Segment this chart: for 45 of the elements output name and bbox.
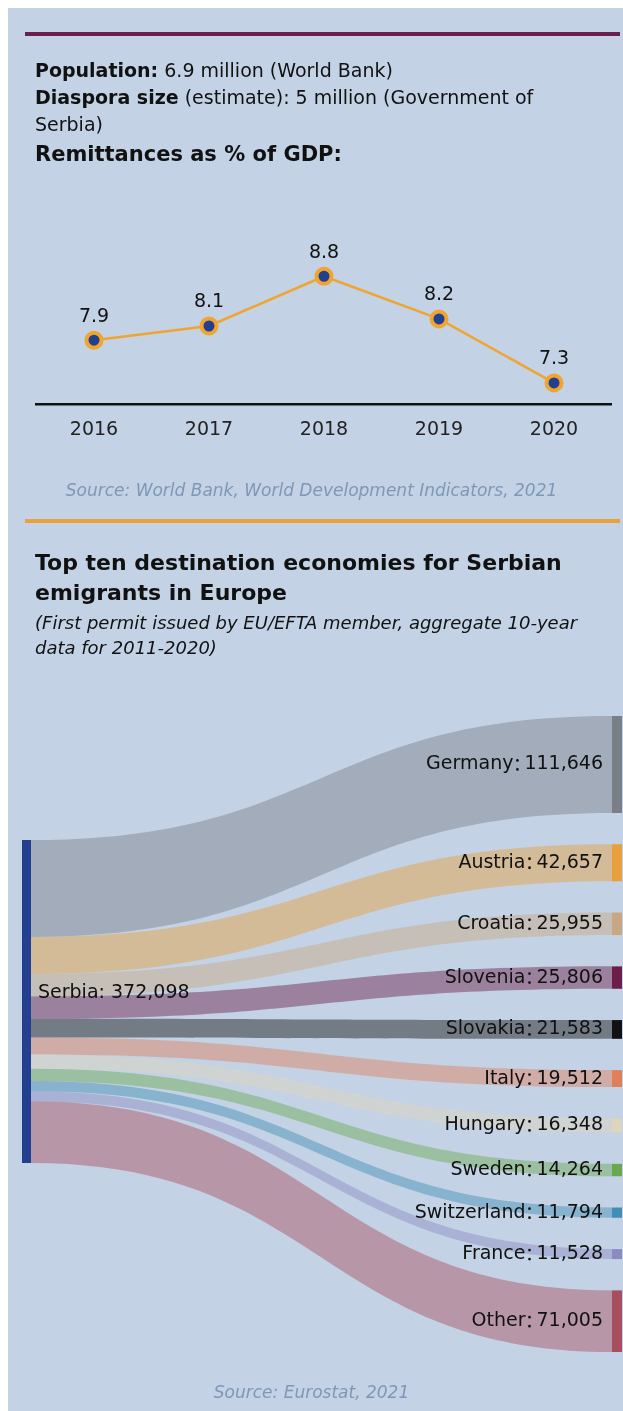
data-label: 14,264 <box>536 1156 603 1179</box>
category-label: Austria <box>458 849 526 872</box>
point <box>544 373 564 393</box>
data-label: 11,528 <box>536 1241 603 1263</box>
category-label: Other <box>471 1308 526 1331</box>
text: Serbia: 372,098 <box>38 980 190 1003</box>
category-label: France <box>462 1241 526 1263</box>
category-label: Sweden <box>450 1156 526 1179</box>
point <box>199 316 219 336</box>
category-label: Switzerland <box>414 1199 526 1222</box>
x-tick-label: 2019 <box>414 416 464 439</box>
point <box>314 266 334 286</box>
data-label: 25,955 <box>536 910 603 933</box>
data-label: 16,348 <box>536 1112 603 1135</box>
category-label: Italy <box>484 1065 526 1088</box>
chart-title: Remittances as % of GDP: <box>35 141 343 168</box>
data-label: 19,512 <box>536 1065 603 1088</box>
source-note: Source: Eurostat, 2021 <box>212 1382 411 1402</box>
data-label: 7.3 <box>538 346 570 369</box>
data-label: 7.9 <box>78 303 110 326</box>
data-label: 8.1 <box>193 289 225 312</box>
text: Diaspora size (estimate): 5 million (Government of Serbia) <box>35 86 534 135</box>
point <box>84 330 104 350</box>
category-label: Slovenia <box>444 964 526 987</box>
category-label: Slovakia <box>445 1016 526 1039</box>
x-tick-label: 2018 <box>299 416 349 439</box>
data-label: 111,646 <box>524 751 603 774</box>
category-label: Germany <box>426 751 514 774</box>
text: Population: 6.9 million (World Bank) <box>35 58 394 83</box>
data-label: 42,657 <box>536 849 603 872</box>
category-label: Hungary <box>444 1112 526 1135</box>
x-tick-label: 2016 <box>69 416 119 439</box>
data-label: 71,005 <box>536 1308 603 1331</box>
data-label: 25,806 <box>536 964 603 987</box>
data-label: 8.8 <box>308 239 340 262</box>
x-tick-label: 2017 <box>184 416 234 439</box>
category-label: Croatia <box>457 910 526 933</box>
text: (First permit issued by EU/EFTA member, aggregate 10-year data for 2011-2020) <box>35 611 579 660</box>
point <box>429 309 449 329</box>
x-tick-label: 2020 <box>529 416 579 439</box>
source-note: Source: World Bank, World Development Indicators, 2021 <box>64 480 559 500</box>
data-label: 21,583 <box>536 1016 603 1039</box>
data-label: 8.2 <box>423 282 455 305</box>
text: Top ten destination economies for Serbian emigrants in Europe <box>35 549 563 607</box>
data-label: 11,794 <box>536 1199 603 1222</box>
